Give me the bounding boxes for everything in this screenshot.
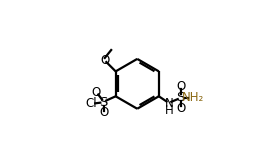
Text: S: S xyxy=(176,91,185,104)
Text: Cl: Cl xyxy=(85,97,97,110)
Text: O: O xyxy=(92,86,101,99)
Text: NH₂: NH₂ xyxy=(182,91,204,104)
Text: O: O xyxy=(176,102,185,115)
Text: O: O xyxy=(99,106,108,119)
Text: H: H xyxy=(165,104,174,117)
Text: O: O xyxy=(100,54,109,67)
Text: S: S xyxy=(99,96,108,109)
Text: O: O xyxy=(176,80,185,93)
Text: N: N xyxy=(165,97,174,110)
